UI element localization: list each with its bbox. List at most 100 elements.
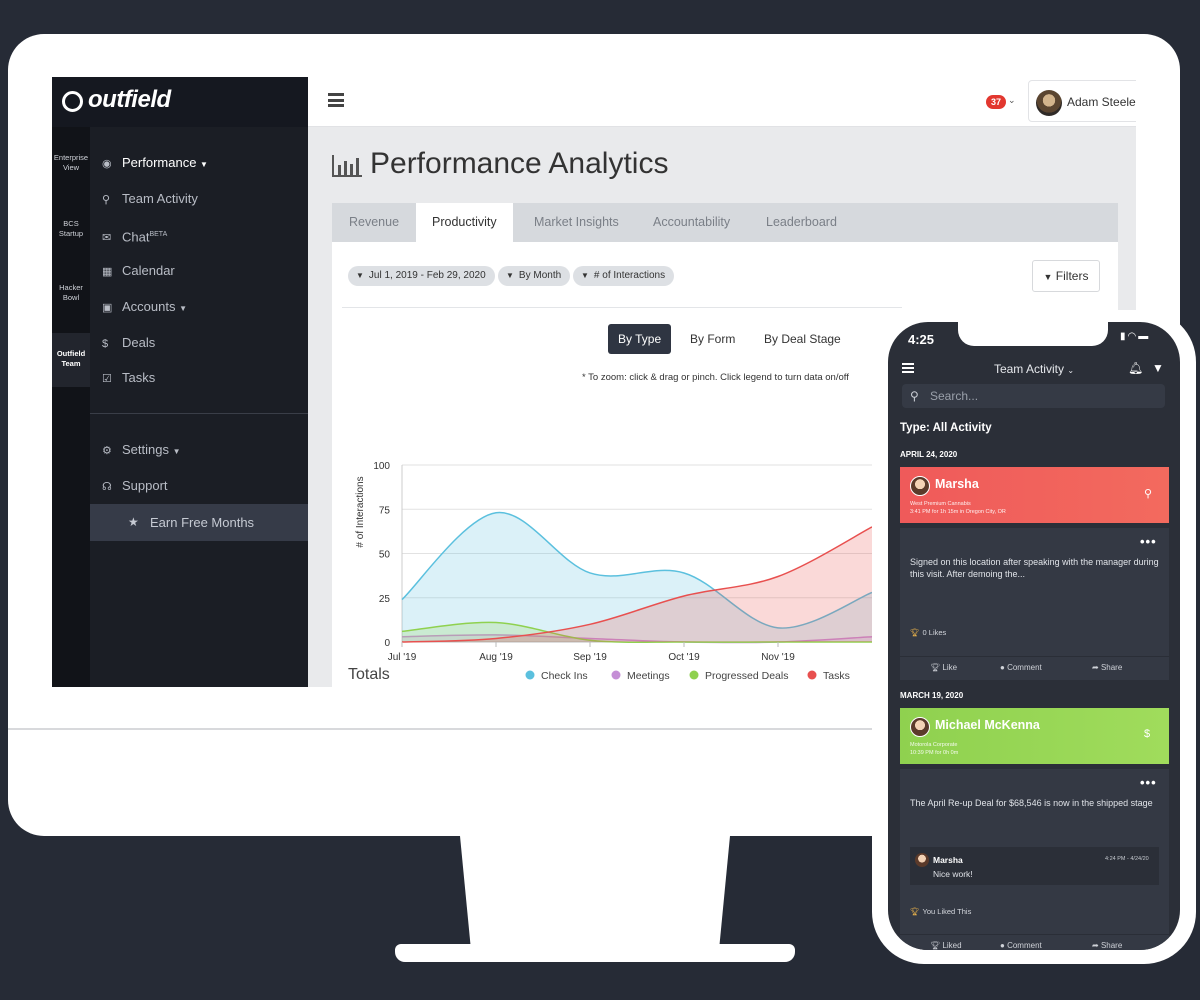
sidebar-item-accounts[interactable]: ▣ Accounts ▼ [102, 295, 302, 319]
map-pin-icon: ⚲ [1144, 488, 1153, 500]
more-options-icon[interactable]: ••• [1140, 534, 1157, 549]
legend-label: Meetings [627, 670, 670, 682]
totals-heading: Totals [348, 666, 390, 683]
series-area [402, 622, 872, 643]
hamburger-menu-icon[interactable] [902, 363, 914, 373]
sidebar-item-tasks[interactable]: ☑ Tasks [102, 366, 302, 390]
sidebar-item-calendar[interactable]: ▦ Calendar [102, 259, 302, 283]
legend-label: Tasks [823, 670, 850, 682]
sidebar-item-settings[interactable]: ⚙ Settings ▼ [102, 438, 302, 462]
filter-icon: ▼ [581, 271, 589, 280]
phone-title[interactable]: Team Activity ⌄ [993, 362, 1075, 376]
y-axis-ticks: 0 25 50 75 100 [373, 461, 390, 649]
segment-by-deal-stage[interactable]: By Deal Stage [764, 332, 841, 346]
legend-label: Progressed Deals [705, 670, 788, 682]
sidebar-item-performance[interactable]: ◉ Performance ▼ [102, 151, 302, 175]
like-button[interactable]: 🏆︎ Like [930, 663, 958, 672]
chat-icon: ✉ [102, 232, 112, 245]
legend-item[interactable]: Tasks [807, 670, 850, 682]
bar-chart-icon [332, 155, 362, 177]
chevron-down-icon[interactable]: ⌄ [1008, 95, 1016, 105]
filter-icon[interactable]: ▼ [1152, 361, 1164, 375]
map-pin-icon: ⚲ [102, 194, 111, 206]
rail-item-outfield[interactable]: Outfield Team [52, 333, 90, 387]
search-input[interactable]: ⚲ Search... [902, 384, 1165, 408]
feed-date: APRIL 24, 2020 [900, 450, 958, 459]
phone-notch [958, 322, 1108, 346]
trophy-icon: 🏆︎ [930, 941, 941, 950]
comment-button[interactable]: ● Comment [1000, 941, 1042, 950]
series-line[interactable] [401, 621, 872, 643]
y-tick-label: 25 [379, 594, 391, 605]
activity-post: ••• Signed on this location after speaki… [900, 528, 1169, 680]
interactions-chart[interactable]: 0 25 50 75 100 Jul '19 Aug '19 Sep '19 Oct '19 N… [332, 387, 872, 687]
series-line[interactable] [401, 526, 872, 643]
monitor-chin-line [8, 728, 1180, 730]
legend-swatch [525, 670, 535, 680]
segment-by-type[interactable]: By Type [608, 324, 672, 354]
metric-filter-pill[interactable]: ▼ # of Interactions [573, 266, 675, 286]
date-range-filter-pill[interactable]: ▼ Jul 1, 2019 - Feb 29, 2020 [348, 266, 495, 286]
filter-icon: ▼ [356, 271, 364, 280]
rail-item-bcs[interactable]: BCS Startup [58, 219, 84, 238]
zoom-hint: * To zoom: click & drag or pinch. Click … [582, 372, 849, 383]
earn-free-months-button[interactable]: ★ Earn Free Months [90, 504, 308, 541]
avatar [910, 476, 930, 496]
sidebar-item-support[interactable]: ☊ Support [102, 474, 302, 498]
legend-item[interactable]: Progressed Deals [689, 670, 789, 682]
x-tick-label: Jul '19 [388, 652, 417, 663]
filters-button[interactable]: ▼ Filters [1032, 260, 1100, 292]
legend-label: Check Ins [541, 670, 588, 682]
filter-icon: ▼ [506, 271, 514, 280]
hamburger-menu-icon[interactable] [328, 93, 344, 107]
sidebar: ◉ Performance ▼ ⚲ Team Activity ✉ ChatBETA … [90, 77, 308, 687]
series-area [402, 634, 872, 643]
bell-icon[interactable]: 🔔︎ [1128, 361, 1144, 375]
activity-card[interactable]: Michael McKenna Motorola Corporate 10:39… [900, 708, 1169, 764]
likes-count: 🏆︎ 0 Likes [910, 628, 947, 637]
share-button[interactable]: ➦ Share [1092, 663, 1123, 672]
legend-swatch [689, 670, 699, 680]
more-options-icon[interactable]: ••• [1140, 775, 1157, 790]
monitor-stand-base [395, 944, 795, 962]
tab-bar: Revenue Productivity Market Insights Acc… [332, 203, 1118, 242]
rail-item-enterprise[interactable]: Enterprise View [53, 153, 89, 172]
notification-badge[interactable]: 37 [986, 95, 1006, 109]
activity-card[interactable]: Marsha West Premium Cannabis 3:41 PM for… [900, 467, 1169, 523]
trophy-icon: 🏆︎ [930, 663, 941, 672]
chart-legend: Check Ins Meetings Progressed Deals Tasks [525, 670, 850, 682]
sidebar-item-deals[interactable]: $ Deals [102, 331, 302, 355]
liked-button[interactable]: 🏆︎ Liked [930, 941, 962, 950]
x-axis-ticks: Jul '19 Aug '19 Sep '19 Oct '19 Nov '19 [388, 642, 795, 663]
group-by-filter-pill[interactable]: ▼ By Month [498, 266, 571, 286]
user-menu[interactable]: Adam Steele [1028, 80, 1136, 122]
comment-icon: ● [1000, 941, 1005, 950]
legend-item[interactable]: Check Ins [525, 670, 588, 682]
dollar-icon: $ [102, 338, 109, 350]
legend-item[interactable]: Meetings [611, 670, 670, 682]
y-tick-label: 50 [379, 550, 391, 561]
comment-button[interactable]: ● Comment [1000, 663, 1042, 672]
signal-icon: ▮ [1120, 331, 1128, 342]
tab-market-insights[interactable]: Market Insights [534, 215, 619, 229]
phone-header: Team Activity ⌄ 🔔︎ ▼ [888, 356, 1180, 382]
tab-leaderboard[interactable]: Leaderboard [766, 215, 837, 229]
segment-by-form[interactable]: By Form [690, 332, 736, 346]
tab-accountability[interactable]: Accountability [653, 215, 731, 229]
x-tick-label: Nov '19 [761, 652, 795, 663]
sidebar-item-team-activity[interactable]: ⚲ Team Activity [102, 187, 302, 211]
avatar [915, 853, 929, 867]
caret-down-icon: ▼ [179, 304, 188, 313]
phone-screen: 4:25 ▮◠▬ Team Activity ⌄ 🔔︎ ▼ ⚲ Search..… [888, 322, 1180, 950]
brand-logo[interactable]: outfield [52, 77, 308, 127]
tab-productivity[interactable]: Productivity [416, 203, 513, 242]
share-button[interactable]: ➦ Share [1092, 941, 1123, 950]
logo-ring-icon [62, 91, 83, 112]
wifi-icon: ◠ [1127, 331, 1139, 342]
rail-item-hacker[interactable]: Hacker Bowl [59, 283, 83, 302]
monitor-stand [460, 836, 730, 948]
sidebar-item-chat[interactable]: ✉ ChatBETA [102, 223, 302, 247]
tab-revenue[interactable]: Revenue [349, 215, 400, 229]
chart-areas [401, 512, 872, 644]
series-line[interactable] [401, 512, 872, 629]
